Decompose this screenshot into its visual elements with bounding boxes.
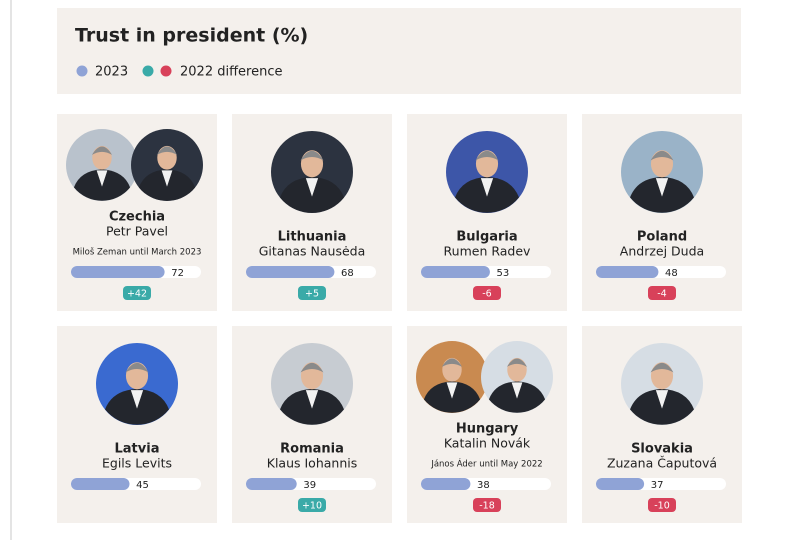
president-name: Egils Levits: [102, 456, 172, 471]
bar: [71, 266, 165, 278]
portrait-shirt: [305, 390, 319, 409]
country-name: Czechia: [109, 210, 165, 225]
difference-pill: [473, 498, 501, 512]
portrait-hair: [441, 358, 463, 367]
president-note: Miloš Zeman until March 2023: [73, 247, 202, 258]
difference-pill: [648, 498, 676, 512]
bar-value-label: 45: [136, 480, 149, 491]
difference-label: -4: [657, 289, 666, 300]
legend-label: 2022 difference: [180, 65, 282, 80]
legend-dot: [142, 65, 154, 77]
portrait-shirt: [305, 178, 319, 197]
difference-label: +42: [127, 289, 147, 300]
bar: [246, 478, 297, 490]
difference-pill: [298, 498, 326, 512]
difference-label: +10: [302, 501, 322, 512]
country-name: Slovakia: [631, 442, 693, 457]
difference-pill: [298, 286, 326, 300]
bar-value-label: 39: [303, 480, 316, 491]
portrait-shirt: [96, 170, 108, 187]
bar-value-label: 38: [477, 480, 490, 491]
president-note: János Áder until May 2022: [430, 458, 542, 470]
bar: [421, 266, 490, 278]
bar: [71, 478, 130, 490]
difference-pill: [123, 286, 151, 300]
portrait-shirt: [161, 170, 173, 187]
country-name: Romania: [280, 442, 344, 457]
bar: [596, 478, 645, 490]
bar-value-label: 37: [651, 480, 664, 491]
portrait-shirt: [511, 382, 523, 399]
president-name: Gitanas Nausėda: [259, 244, 366, 259]
bar: [246, 266, 335, 278]
president-name: Klaus Iohannis: [267, 456, 358, 471]
portrait-hair: [91, 146, 113, 155]
portrait-shirt: [655, 390, 669, 409]
header-panel: [57, 8, 741, 94]
difference-label: -6: [482, 289, 491, 300]
difference-label: -18: [479, 501, 495, 512]
difference-pill: [473, 286, 501, 300]
legend-dot: [76, 65, 88, 77]
portrait-shirt: [130, 390, 144, 409]
portrait-hair: [156, 146, 178, 155]
portrait-hair: [506, 358, 528, 367]
president-name: Katalin Novák: [444, 436, 531, 451]
president-name: Petr Pavel: [106, 224, 168, 239]
difference-label: +5: [305, 289, 319, 300]
portrait-hair: [125, 362, 149, 373]
portrait-hair: [300, 150, 324, 161]
bar-value-label: 72: [171, 268, 184, 279]
president-name: Andrzej Duda: [620, 244, 704, 259]
bar: [596, 266, 659, 278]
legend-label: 2023: [95, 65, 128, 80]
bar: [421, 478, 471, 490]
bar-value-label: 53: [497, 268, 510, 279]
country-name: Latvia: [115, 442, 160, 457]
president-name: Rumen Radev: [444, 244, 532, 259]
portrait-hair: [475, 150, 499, 161]
difference-pill: [648, 286, 676, 300]
chart-title: Trust in president (%): [75, 25, 308, 47]
country-name: Lithuania: [278, 230, 347, 245]
portrait-hair: [650, 150, 674, 161]
bar-value-label: 48: [665, 268, 678, 279]
portrait-shirt: [446, 382, 458, 399]
legend-dot: [160, 65, 172, 77]
portrait-hair: [300, 362, 324, 373]
difference-label: -10: [654, 501, 670, 512]
portrait-hair: [650, 362, 674, 373]
bar-value-label: 68: [341, 268, 354, 279]
country-name: Bulgaria: [456, 230, 517, 245]
portrait-shirt: [480, 178, 494, 197]
country-name: Poland: [637, 230, 687, 245]
portrait-shirt: [655, 178, 669, 197]
president-name: Zuzana Čaputová: [607, 456, 717, 471]
country-name: Hungary: [456, 422, 519, 437]
